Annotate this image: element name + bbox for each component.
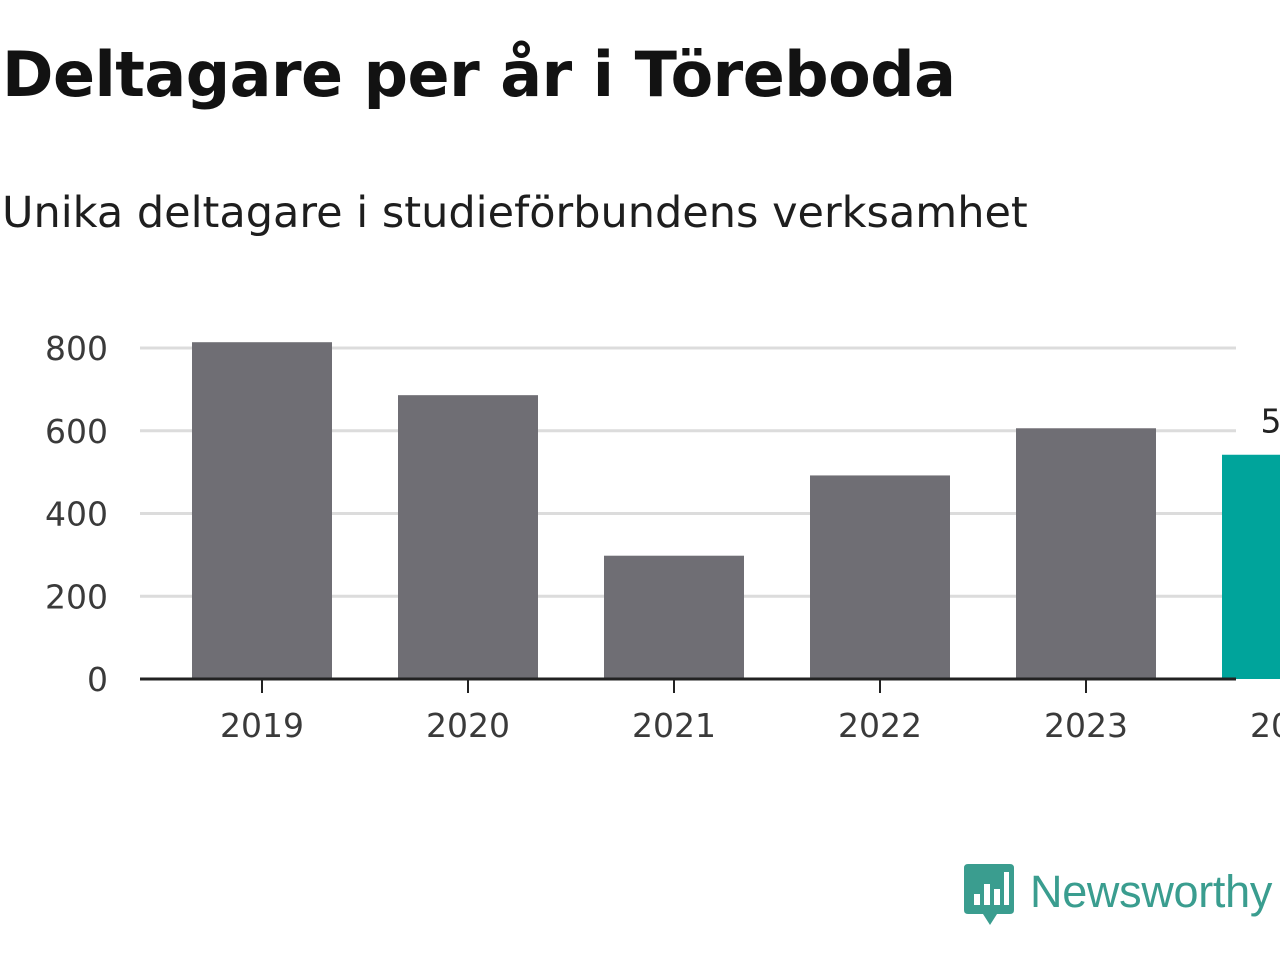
chart-subtitle: Unika deltagare i studieförbundens verks… (2, 188, 1028, 238)
bar-chart-speech-bubble-icon (964, 864, 1014, 925)
bar-2020 (398, 395, 538, 679)
y-tick-label: 600 (45, 412, 108, 451)
y-tick-label: 0 (87, 660, 108, 699)
x-tick-label: 2020 (426, 706, 510, 745)
x-tick-label: 2021 (632, 706, 716, 745)
bar-chart: 0 200 400 600 800 2019 2020 2021 2022 2023 2024 542 (45, 329, 1280, 745)
x-tick-label: 2024 (1250, 706, 1280, 745)
x-tick-label: 2023 (1044, 706, 1128, 745)
y-tick-label: 400 (45, 495, 108, 534)
bar-2023 (1016, 428, 1156, 679)
bar-2019 (192, 342, 332, 679)
data-label: 542 (1261, 402, 1280, 441)
y-tick-label: 200 (45, 577, 108, 616)
newsworthy-logo: Newsworthy (964, 864, 1272, 926)
bar-2021 (604, 555, 744, 679)
x-tick-label: 2019 (220, 706, 304, 745)
chart-title: Deltagare per år i Töreboda (2, 38, 956, 111)
logo-text: Newsworthy (1030, 866, 1273, 917)
x-tick-label: 2022 (838, 706, 922, 745)
bar-2024 (1222, 454, 1280, 679)
bar-2022 (810, 475, 950, 679)
y-tick-label: 800 (45, 329, 108, 368)
